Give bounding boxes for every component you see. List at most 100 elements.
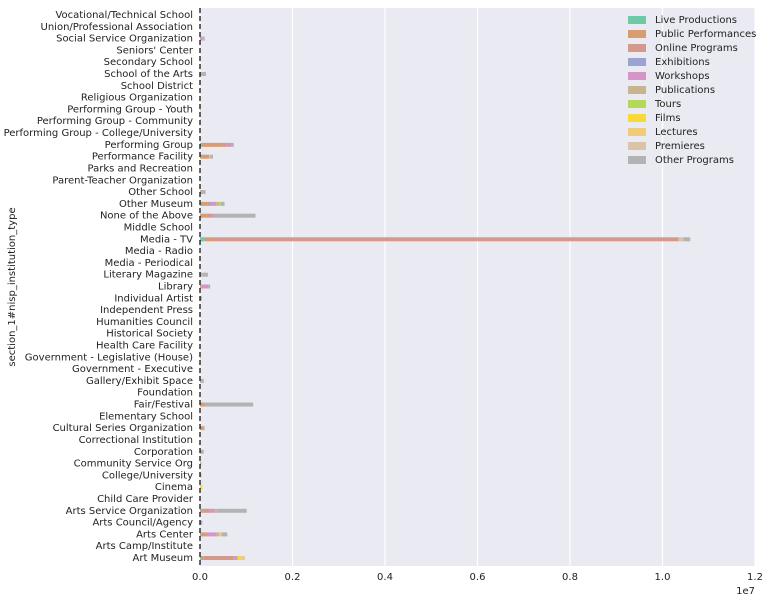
bar-segment bbox=[200, 532, 206, 537]
y-tick-label: Community Service Org bbox=[74, 459, 193, 470]
y-tick-label: Media - TV bbox=[140, 234, 193, 245]
legend-swatch bbox=[628, 16, 646, 24]
bar-segment bbox=[237, 556, 241, 560]
legend-swatch bbox=[628, 30, 646, 38]
y-tick-label: Middle School bbox=[124, 222, 193, 233]
legend-label: Workshops bbox=[655, 71, 710, 82]
legend-label: Exhibitions bbox=[655, 57, 710, 68]
y-tick-label: Performing Group - Community bbox=[37, 116, 193, 127]
legend-label: Live Productions bbox=[655, 15, 737, 26]
y-tick-label: Other Museum bbox=[119, 199, 193, 210]
bar-segment bbox=[200, 426, 204, 431]
x-tick-label: 0.4 bbox=[377, 572, 393, 583]
legend-swatch bbox=[628, 156, 646, 164]
y-tick-label: Government - Legislative (House) bbox=[25, 352, 193, 363]
bar-segment bbox=[678, 237, 684, 242]
y-tick-label: Arts Camp/Institute bbox=[96, 541, 193, 552]
bar-segment bbox=[204, 402, 254, 407]
y-tick-label: Union/Professional Association bbox=[41, 22, 193, 33]
bar-segment bbox=[200, 213, 207, 218]
bar-segment bbox=[233, 556, 235, 560]
y-tick-label: Individual Artist bbox=[114, 293, 193, 304]
legend-label: Lectures bbox=[655, 127, 698, 138]
y-tick-label: Performing Group - College/University bbox=[4, 128, 194, 139]
y-tick-label: Parks and Recreation bbox=[88, 163, 193, 174]
bar-segment bbox=[209, 508, 215, 513]
y-tick-label: Seniors' Center bbox=[116, 45, 194, 56]
y-tick-label: Library bbox=[158, 282, 193, 293]
bar-segment bbox=[200, 36, 203, 41]
x-tick-label: 0.2 bbox=[285, 572, 301, 583]
bar-segment bbox=[220, 201, 225, 206]
bar-segment bbox=[208, 284, 211, 289]
bar-segment bbox=[200, 402, 205, 407]
y-axis-label: section_1#nisp_institution_type bbox=[7, 207, 18, 366]
legend-label: Other Programs bbox=[655, 155, 734, 166]
bar-segment bbox=[203, 556, 234, 560]
bar-segment bbox=[200, 72, 202, 77]
y-tick-label: Independent Press bbox=[100, 305, 193, 316]
bar-segment bbox=[200, 296, 202, 301]
y-tick-label: Corporation bbox=[134, 447, 193, 458]
bar-segment bbox=[236, 556, 238, 560]
x-tick-label: 0.8 bbox=[562, 572, 578, 583]
y-tick-label: Foundation bbox=[137, 388, 193, 399]
x-tick-label: 0.0 bbox=[192, 572, 208, 583]
y-tick-label: Religious Organization bbox=[81, 93, 193, 104]
bar-segment bbox=[200, 508, 203, 513]
y-tick-label: Vocational/Technical School bbox=[55, 10, 193, 21]
y-tick-label: Child Care Provider bbox=[97, 494, 194, 505]
bar-segment bbox=[213, 213, 256, 218]
y-tick-label: Social Service Organization bbox=[56, 34, 193, 45]
legend-swatch bbox=[628, 142, 646, 150]
bar-segment bbox=[200, 272, 203, 277]
y-tick-label: School of the Arts bbox=[104, 69, 193, 80]
bar-segment bbox=[207, 201, 211, 206]
y-tick-label: Fair/Festival bbox=[134, 400, 193, 411]
bar-segment bbox=[200, 556, 201, 560]
y-tick-label: Historical Society bbox=[106, 329, 193, 340]
bar-segment bbox=[200, 449, 204, 454]
y-tick-label: Arts Council/Agency bbox=[92, 518, 193, 529]
bar-segment bbox=[218, 201, 221, 206]
bar-segment bbox=[211, 201, 217, 206]
bar-segment bbox=[202, 36, 205, 41]
bar-segment bbox=[216, 201, 219, 206]
legend-swatch bbox=[628, 86, 646, 94]
bar-segment bbox=[243, 556, 245, 560]
legend-label: Tours bbox=[654, 99, 681, 110]
bar-segment bbox=[210, 154, 213, 159]
bar-segment bbox=[200, 154, 210, 159]
legend-swatch bbox=[628, 72, 646, 80]
bar-segment bbox=[200, 378, 204, 383]
bar-segment bbox=[201, 142, 223, 147]
bar-segment bbox=[221, 532, 228, 537]
bar-segment bbox=[683, 237, 691, 242]
legend-label: Publications bbox=[655, 85, 715, 96]
bar-segment bbox=[204, 237, 212, 242]
y-tick-label: Media - Periodical bbox=[105, 258, 193, 269]
bar-segment bbox=[231, 142, 234, 147]
y-tick-label: Arts Center bbox=[136, 529, 194, 540]
y-tick-label: Parent-Teacher Organization bbox=[52, 175, 193, 186]
y-tick-label: Health Care Facility bbox=[96, 341, 193, 352]
legend-label: Premieres bbox=[655, 141, 705, 152]
bar-segment bbox=[200, 520, 203, 525]
bar-segment bbox=[200, 556, 204, 560]
y-tick-label: Elementary School bbox=[99, 411, 193, 422]
bar-segment bbox=[201, 284, 209, 289]
y-tick-label: Secondary School bbox=[104, 57, 193, 68]
x-tick-label: 0.6 bbox=[470, 572, 486, 583]
bar-segment bbox=[211, 237, 679, 242]
y-tick-label: Media - Radio bbox=[125, 246, 193, 257]
legend-swatch bbox=[628, 44, 646, 52]
y-tick-label: Literary Magazine bbox=[103, 270, 193, 281]
bar-segment bbox=[218, 532, 222, 537]
bar-segment bbox=[200, 284, 202, 289]
bar-segment bbox=[234, 556, 237, 560]
bar-segment bbox=[200, 190, 206, 195]
y-tick-label: Correctional Institution bbox=[79, 435, 193, 446]
legend-label: Films bbox=[655, 113, 681, 124]
bar-segment bbox=[226, 142, 232, 147]
bar-segment bbox=[200, 461, 202, 466]
